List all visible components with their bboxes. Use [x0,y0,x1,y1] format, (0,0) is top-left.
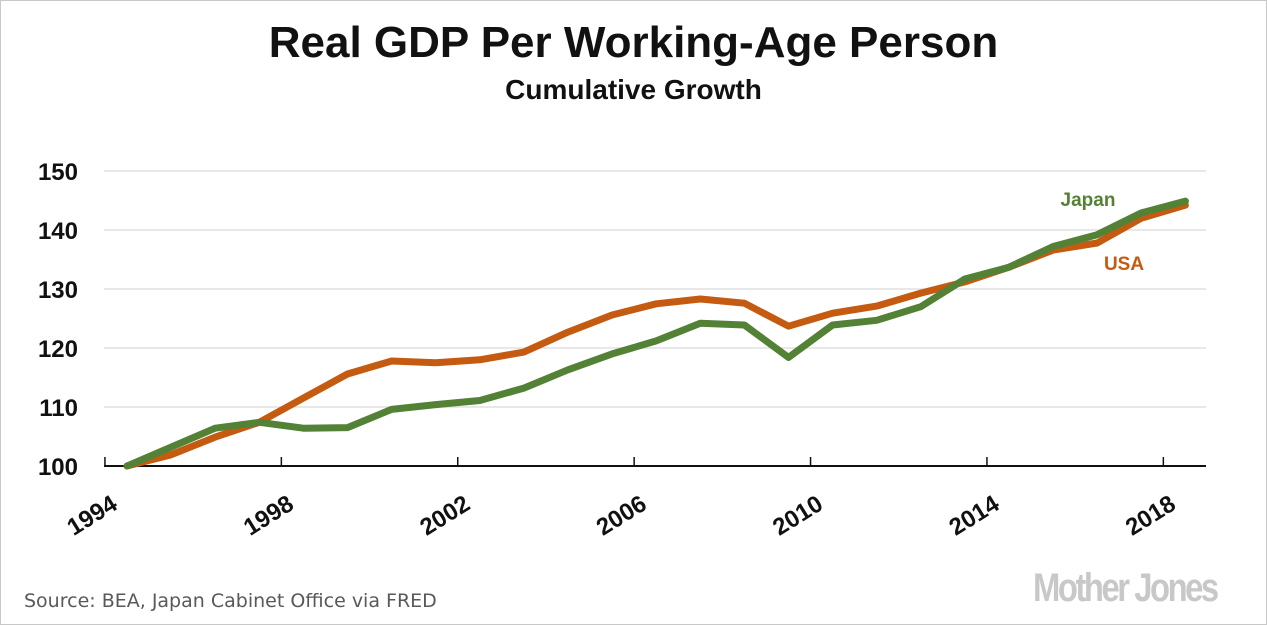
series-lines [123,197,1189,470]
x-tick-label: 2002 [415,490,475,541]
x-tick-label: 2010 [768,490,828,541]
series-label-japan: Japan [1061,190,1116,211]
x-tick-label: 2018 [1121,490,1181,541]
y-tick-label: 130 [38,277,78,304]
x-tick-label: 1994 [63,490,123,542]
x-tick-label: 2006 [592,490,652,541]
x-tick-label: 2014 [945,490,1005,542]
x-axis [104,457,1206,467]
y-tick-label: 110 [39,395,78,422]
brand-logo: Mother Jones [1033,566,1219,610]
series-annotations: Japan USA [1061,190,1145,275]
gridlines [104,170,1206,408]
chart-title: Real GDP Per Working-Age Person [268,18,999,67]
y-tick-label: 140 [38,218,78,245]
y-tick-label: 100 [38,454,78,481]
x-axis-tick-labels: 1994 1998 2002 2006 2010 2014 2018 [63,490,1181,542]
chart-subtitle: Cumulative Growth [505,74,762,105]
source-note: Source: BEA, Japan Cabinet Office via FR… [24,590,437,612]
x-tick-label: 1998 [239,490,299,541]
y-tick-label: 150 [38,159,78,186]
y-tick-label: 120 [38,336,78,363]
y-axis-tick-labels: 100 110 120 130 140 150 [38,159,78,481]
series-label-usa: USA [1104,254,1144,275]
series-line-japan [123,197,1189,470]
